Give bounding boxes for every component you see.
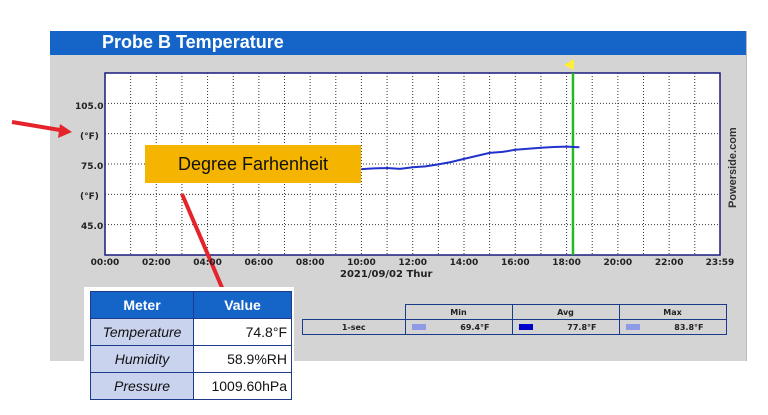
cursor-marker-icon[interactable] (563, 59, 574, 70)
x-tick: 16:00 (500, 258, 530, 268)
x-tick: 12:00 (398, 258, 428, 268)
axis-arrow-head (58, 124, 72, 138)
x-tick: 06:00 (244, 258, 274, 268)
y-tick: 75.0 (81, 162, 104, 172)
x-tick: 10:00 (347, 258, 376, 268)
axis-arrow (11, 120, 67, 133)
pressure-value: 1009.60hPa (193, 372, 292, 400)
max-swatch (625, 324, 640, 330)
value-header: Value (193, 291, 292, 319)
watermark: Powerside.com (727, 127, 739, 208)
stats-avg-cell: 77.8°F (511, 319, 620, 335)
stats-spacer (303, 305, 406, 320)
stats-table: Min Avg Max 1-sec 69.4°F 77.8°F 83.8°F (302, 304, 727, 335)
temperature-line (361, 145, 580, 171)
meter-table: Meter Value Temperature 74.8°F Humidity … (90, 291, 292, 400)
stats-interval: 1-sec (302, 319, 406, 335)
x-tick: 00:00 (90, 258, 120, 268)
stats-header-min: Min (404, 304, 513, 320)
stats-min-cell: 69.4°F (404, 319, 513, 335)
stats-max-cell: 83.8°F (618, 319, 727, 335)
x-tick: 14:00 (449, 258, 479, 268)
humidity-value: 58.9%RH (193, 345, 292, 373)
min-swatch (411, 324, 426, 330)
pressure-label: Pressure (90, 372, 194, 400)
x-tick: 04:00 (193, 258, 222, 268)
avg-swatch (518, 324, 533, 330)
y-tick: (°F) (80, 192, 99, 202)
stats-header-max: Max (618, 304, 727, 320)
meter-header: Meter (90, 291, 194, 319)
callout-label: Degree Farhenheit (145, 145, 361, 183)
stats-max: 83.8°F (674, 322, 704, 332)
temperature-value: 74.8°F (193, 318, 292, 346)
x-tick: 02:00 (141, 258, 171, 268)
x-tick: 20:00 (603, 258, 633, 268)
stats-min: 69.4°F (460, 322, 490, 332)
stats-header-avg: Avg (511, 304, 620, 320)
humidity-label: Humidity (90, 345, 194, 373)
title-bar (50, 31, 746, 55)
x-tick: 08:00 (295, 258, 325, 268)
y-tick: (°F) (80, 132, 99, 142)
watermark-text: Powerside.com (727, 127, 739, 208)
stats-avg: 77.8°F (567, 322, 597, 332)
x-tick: 23:59 (705, 258, 735, 268)
x-tick: 22:00 (654, 258, 684, 268)
x-tick: 18:00 (552, 258, 581, 268)
chart-title: Probe B Temperature (102, 32, 284, 52)
y-tick: 45.0 (81, 222, 104, 232)
temperature-label: Temperature (90, 318, 194, 346)
y-tick: 105.0 (75, 102, 104, 112)
date-label: 2021/09/02 Thur (340, 269, 433, 280)
